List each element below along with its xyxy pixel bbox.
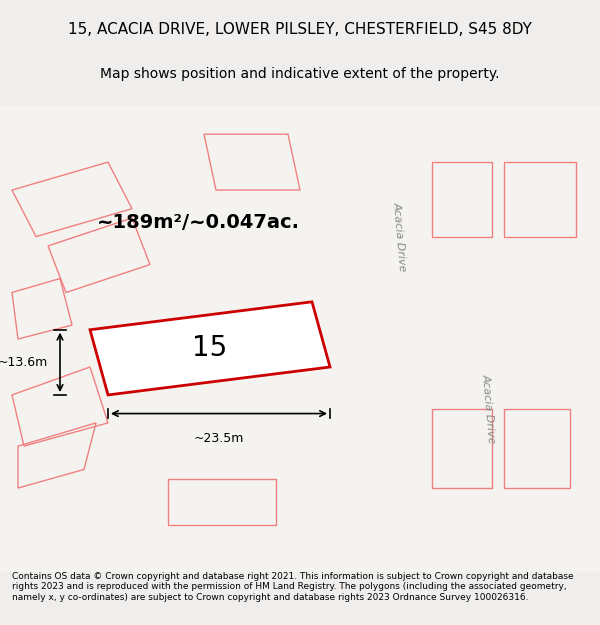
Text: Map shows position and indicative extent of the property.: Map shows position and indicative extent… xyxy=(100,68,500,81)
FancyBboxPatch shape xyxy=(0,106,600,572)
Text: ~189m²/~0.047ac.: ~189m²/~0.047ac. xyxy=(97,213,299,232)
Text: 15: 15 xyxy=(193,334,227,362)
Polygon shape xyxy=(90,302,330,395)
Text: ~13.6m: ~13.6m xyxy=(0,356,48,369)
Text: Acacia Drive: Acacia Drive xyxy=(392,201,407,272)
Text: Acacia Drive: Acacia Drive xyxy=(481,374,497,444)
Text: 15, ACACIA DRIVE, LOWER PILSLEY, CHESTERFIELD, S45 8DY: 15, ACACIA DRIVE, LOWER PILSLEY, CHESTER… xyxy=(68,22,532,38)
Text: ~23.5m: ~23.5m xyxy=(194,432,244,445)
Text: Contains OS data © Crown copyright and database right 2021. This information is : Contains OS data © Crown copyright and d… xyxy=(12,572,574,602)
